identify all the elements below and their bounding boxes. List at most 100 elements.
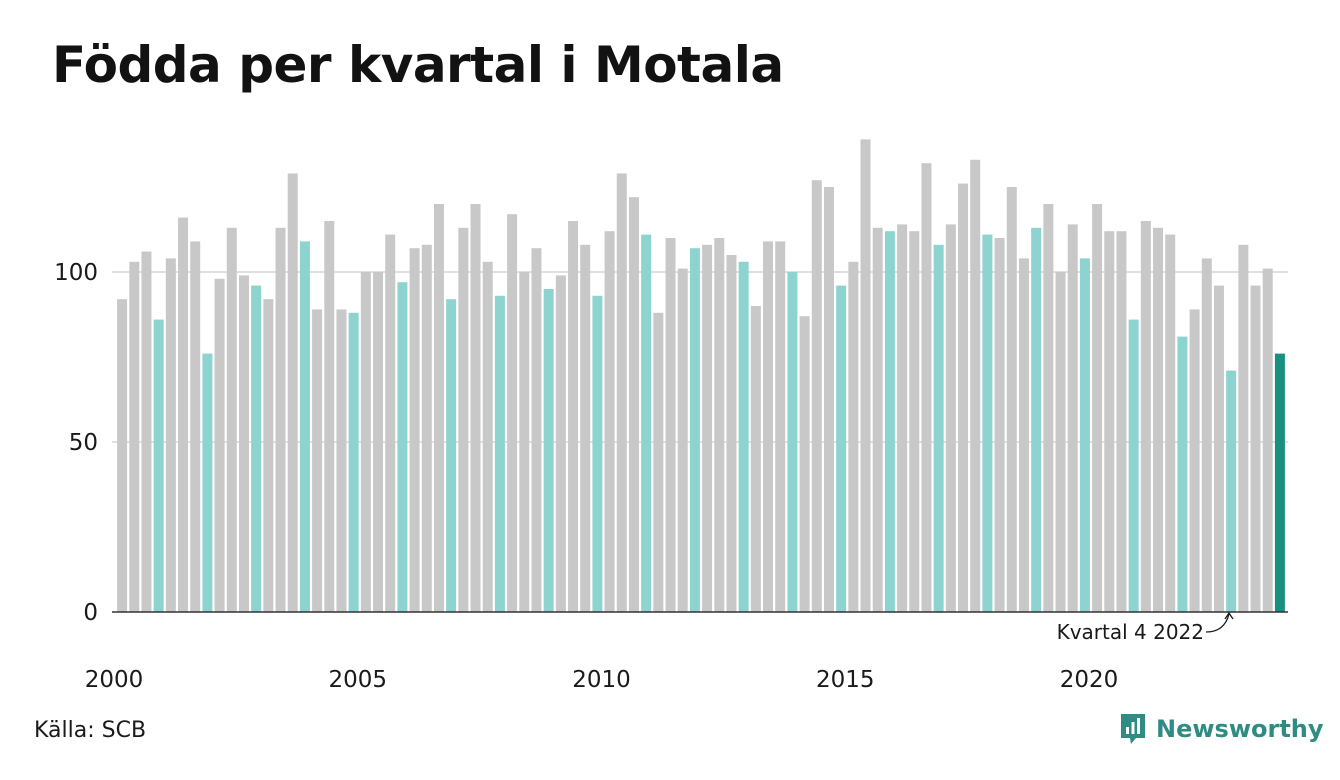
bar [1092,204,1103,612]
bar [665,238,676,612]
bar [799,316,810,612]
bar [494,295,505,612]
bar [823,187,834,612]
bar [141,251,152,612]
bar [1153,227,1164,613]
annotation: Kvartal 4 2022 [1057,611,1234,644]
bar [726,255,737,612]
bar [470,204,481,612]
y-tick-label: 100 [54,260,98,286]
bar [1274,353,1285,612]
bar [385,234,396,612]
bar [1189,309,1200,612]
bar [1067,224,1078,612]
bar [738,261,749,612]
bar [360,272,371,612]
bar [592,295,603,612]
bar [909,231,920,612]
bar [1128,319,1139,612]
bar [689,248,700,612]
bar [555,275,566,612]
bar [763,241,774,612]
bar [884,231,895,612]
bar [1055,272,1066,612]
bar [543,289,554,612]
bar [458,227,469,613]
bar [165,258,176,612]
bar [263,299,274,612]
bar [1226,370,1237,612]
bar [238,275,249,612]
bar [1213,285,1224,612]
bar [1031,227,1042,613]
x-tick-label: 2010 [572,667,631,693]
bar-chart: 0 50 100 2000 2005 2010 2015 2020 Kvartal 4 20… [54,139,1288,693]
bar [287,173,298,612]
bar [568,221,579,612]
bar [872,227,883,613]
bar [446,299,457,612]
x-tick-label: 2000 [85,667,144,693]
bar [117,299,128,612]
bars [117,139,1285,613]
bar [190,241,201,612]
bar [982,234,993,612]
bar [580,244,591,613]
bar [482,261,493,612]
bar [531,248,542,612]
bar [251,285,262,612]
bar [811,180,822,612]
bar [214,278,225,612]
brand-name: Newsworthy [1156,715,1324,743]
x-tick-label: 2005 [328,667,387,693]
bar [324,221,335,612]
annotation-label: Kvartal 4 2022 [1057,620,1204,644]
bar [1043,204,1054,612]
x-tick-labels: 2000 2005 2010 2015 2020 [85,667,1119,693]
chart-title: Födda per kvartal i Motala [52,36,784,94]
bar [702,244,713,613]
bar [373,272,384,612]
brand-logo: Newsworthy [1118,712,1324,746]
bar [421,244,432,613]
bar [787,272,798,612]
bar [1177,336,1188,612]
bar [1006,187,1017,612]
bar [897,224,908,612]
bar [1201,258,1212,612]
bar [1116,231,1127,612]
bar [129,261,140,612]
bar [848,261,859,612]
bar [275,227,286,613]
annotation-arrow [1205,613,1230,633]
bar [933,244,944,613]
y-tick-label: 50 [69,430,98,456]
bar [714,238,725,612]
bar [507,214,518,612]
bar [519,272,530,612]
bar [775,241,786,612]
bar [945,224,956,612]
bar [677,268,688,612]
bar [641,234,652,612]
bar [604,231,615,612]
newsworthy-logo-icon [1121,714,1145,744]
bar [970,159,981,613]
bar [153,319,164,612]
bar [299,241,310,612]
bar [921,163,932,612]
bar [1250,285,1261,612]
bar [1165,234,1176,612]
bar [750,306,761,612]
y-tick-label: 0 [83,600,98,626]
bar [958,183,969,612]
bar [1140,221,1151,612]
bar [226,227,237,613]
bar [397,282,408,612]
bar [1018,258,1029,612]
bar [312,309,323,612]
bar [860,139,871,612]
bar [653,312,664,612]
bar [836,285,847,612]
x-tick-label: 2020 [1060,667,1119,693]
